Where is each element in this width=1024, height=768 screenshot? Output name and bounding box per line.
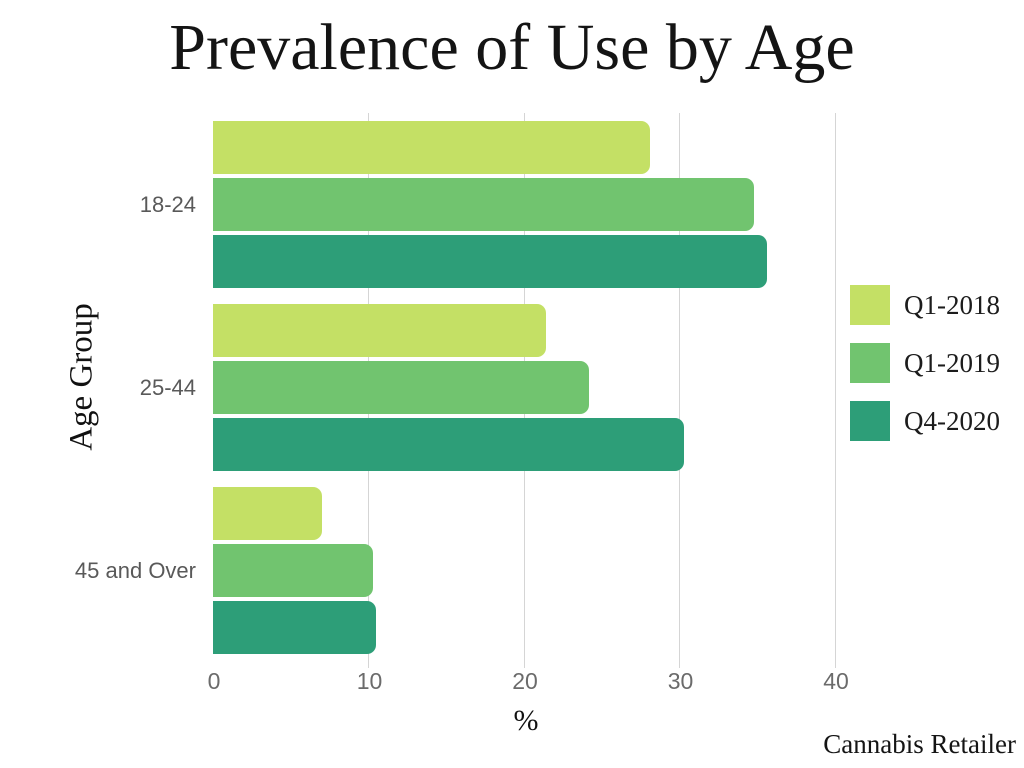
x-tick-label-20: 20 — [512, 668, 538, 694]
legend-swatch-q4-2020 — [850, 401, 890, 441]
category-label-18-24: 18-24 — [139, 191, 196, 217]
bar-q1-2019-25-44 — [213, 361, 590, 414]
plot-area — [213, 113, 903, 668]
bar-q1-2019-45-and-over — [213, 544, 374, 597]
bar-q1-2018-25-44 — [213, 304, 546, 357]
bar-group-25-44 — [213, 296, 903, 479]
x-tick-label-30: 30 — [667, 668, 694, 694]
legend-item-q1-2019: Q1-2019 — [850, 343, 1000, 383]
watermark-text: Cannabis Retailer — [823, 729, 1016, 759]
bar-group-45-and-over — [213, 479, 903, 662]
gridline-30 — [679, 113, 680, 668]
legend-label-q4-2020: Q4-2020 — [904, 405, 1000, 436]
x-tick-label-0: 0 — [207, 668, 221, 694]
bar-q4-2020-25-44 — [213, 418, 685, 471]
legend-item-q4-2020: Q4-2020 — [850, 401, 1000, 441]
legend-label-q1-2019: Q1-2019 — [904, 347, 1000, 378]
x-axis-title: % — [513, 704, 539, 737]
legend-swatch-q1-2019 — [850, 343, 890, 383]
legend-label-q1-2018: Q1-2018 — [904, 289, 1000, 320]
category-label-45-and-over: 45 and Over — [74, 557, 196, 583]
bar-q1-2019-18-24 — [213, 178, 755, 231]
legend: Q1-2018 Q1-2019 Q4-2020 — [850, 285, 1000, 459]
bar-q4-2020-45-and-over — [213, 601, 377, 654]
legend-item-q1-2018: Q1-2018 — [850, 285, 1000, 325]
category-label-25-44: 25-44 — [139, 374, 196, 400]
bar-q1-2018-18-24 — [213, 121, 650, 174]
chart-title: Prevalence of Use by Age — [169, 11, 855, 84]
legend-swatch-q1-2018 — [850, 285, 890, 325]
x-tick-label-10: 10 — [356, 668, 383, 694]
gridline-40 — [834, 113, 836, 668]
x-tick-label-40: 40 — [823, 668, 849, 694]
bar-q1-2018-45-and-over — [213, 487, 322, 540]
bar-group-18-24 — [213, 113, 903, 296]
bar-q4-2020-18-24 — [213, 235, 767, 288]
